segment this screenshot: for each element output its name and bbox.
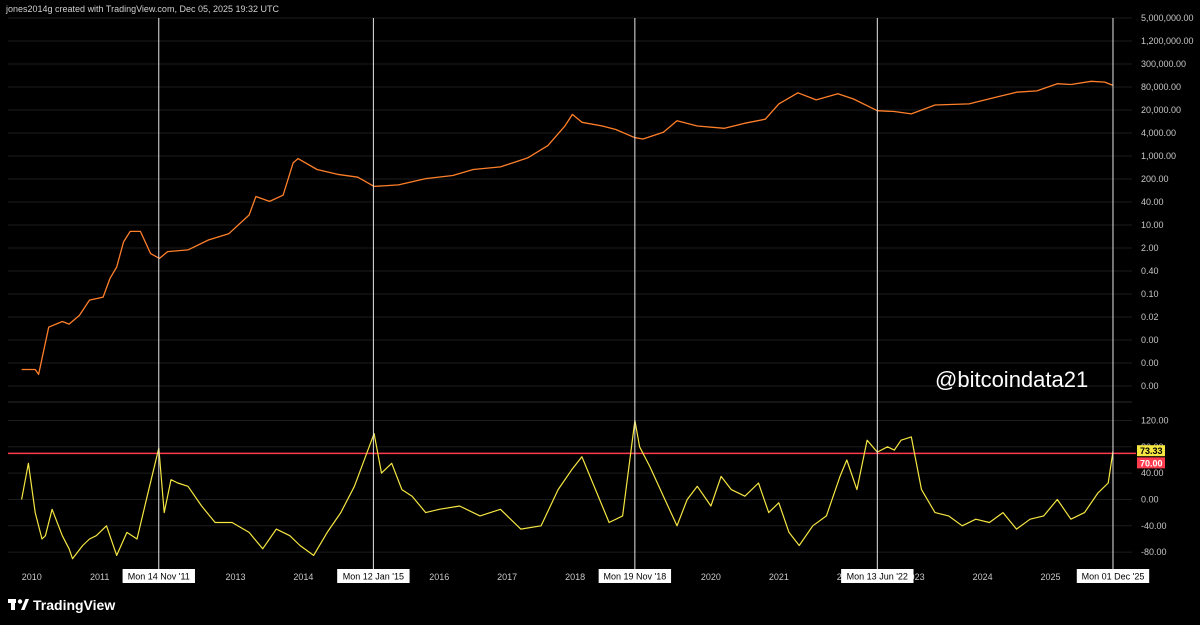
indicator-tick-label: 0.00	[1141, 494, 1159, 504]
time-tick-label: 2011	[90, 572, 109, 582]
indicator-badges: 73.33 70.00	[1137, 445, 1165, 469]
marker-flag-label: Mon 14 Nov '11	[128, 572, 190, 582]
price-tick-label: 5,000,000.00	[1141, 13, 1194, 23]
time-tick-label: 2013	[226, 572, 246, 582]
marker-flag-label: Mon 13 Jun '22	[847, 572, 908, 582]
time-tick-label: 2025	[1040, 572, 1060, 582]
time-tick-label: 2023	[905, 572, 925, 582]
price-tick-label: 2.00	[1141, 243, 1159, 253]
time-tick-label: 2024	[973, 572, 993, 582]
marker-flag	[1076, 569, 1150, 583]
price-tick-label: 1,200,000.00	[1141, 36, 1194, 46]
time-tick-label: 2018	[565, 572, 585, 582]
indicator-pane-grid	[8, 419, 1132, 553]
last-value-badge	[1137, 445, 1165, 457]
watermark: @bitcoindata21	[935, 367, 1088, 392]
time-tick-label: 2021	[769, 572, 789, 582]
time-tick-label: 2014	[293, 572, 313, 582]
marker-flags-group: Mon 14 Nov '11 Mon 12 Jan '15 Mon 19 Nov '…	[122, 569, 1150, 583]
marker-flag	[841, 569, 914, 583]
time-tick-label: 2017	[497, 572, 517, 582]
price-axis: 5,000,000.00 1,200,000.00 300,000.00 80,000…	[1141, 13, 1194, 391]
price-tick-label: 10.00	[1141, 220, 1164, 230]
time-tick-label: 2010	[22, 572, 42, 582]
marker-flag-label: Mon 12 Jan '15	[343, 572, 404, 582]
marker-flag	[122, 569, 195, 583]
tradingview-brand-text: TradingView	[33, 597, 115, 613]
indicator-tick-label: -80.00	[1141, 547, 1167, 557]
threshold-label: 70.00	[1140, 458, 1163, 468]
price-tick-label: 0.02	[1141, 312, 1159, 322]
indicator-tick-label: -40.00	[1141, 521, 1167, 531]
price-tick-label: 0.00	[1141, 358, 1159, 368]
price-series-group	[21, 80, 1114, 376]
price-tick-label: 0.40	[1141, 266, 1159, 276]
price-tick-label: 40.00	[1141, 197, 1164, 207]
vertical-markers-group	[158, 18, 1114, 569]
price-tick-label: 20,000.00	[1141, 105, 1181, 115]
indicator-series-group	[21, 419, 1114, 560]
tradingview-logo-icon	[8, 599, 29, 610]
price-tick-label: 300,000.00	[1141, 59, 1186, 69]
indicator-tick-label: 120.00	[1141, 415, 1169, 425]
chart-header-text: jones2014g created with TradingView.com,…	[5, 4, 279, 14]
price-tick-label: 80,000.00	[1141, 82, 1181, 92]
indicator-series-line	[21, 419, 1114, 560]
indicator-tick-label: 40.00	[1141, 468, 1164, 478]
marker-flag-label: Mon 19 Nov '18	[603, 572, 666, 582]
price-tick-label: 0.10	[1141, 289, 1159, 299]
last-value-label: 73.33	[1140, 446, 1163, 456]
marker-flag	[337, 569, 410, 583]
marker-flag-label: Mon 01 Dec '25	[1082, 572, 1145, 582]
price-tick-label: 0.00	[1141, 381, 1159, 391]
price-tick-label: 4,000.00	[1141, 128, 1176, 138]
threshold-badge	[1137, 457, 1165, 469]
time-tick-label: 2016	[429, 572, 449, 582]
price-series-line	[21, 80, 1114, 376]
price-tick-label: 200.00	[1141, 174, 1169, 184]
price-tick-label: 1,000.00	[1141, 151, 1176, 161]
price-tick-label: 0.00	[1141, 335, 1159, 345]
tradingview-logo[interactable]: TradingView	[8, 597, 115, 613]
marker-flag	[598, 569, 672, 583]
time-tick-label: 2020	[701, 572, 721, 582]
price-pane-grid	[8, 17, 1132, 387]
